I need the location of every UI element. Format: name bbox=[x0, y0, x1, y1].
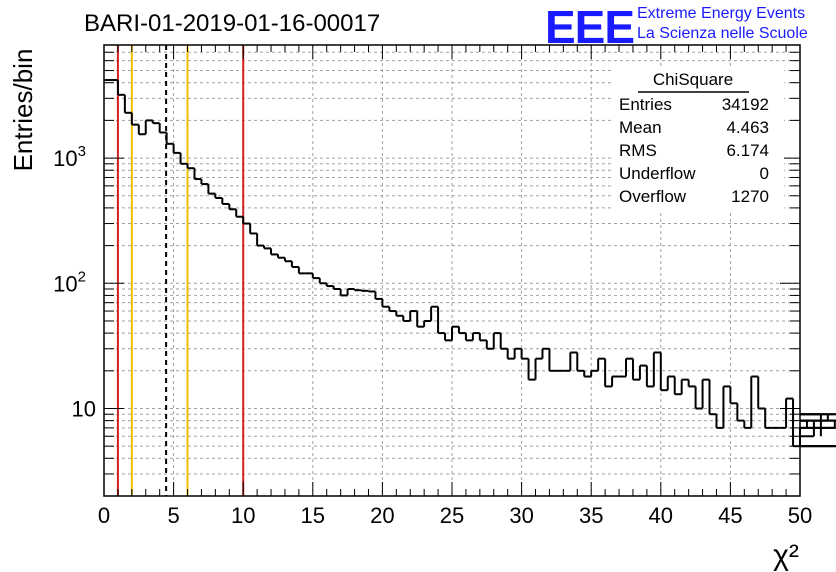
x-axis-label: χ² bbox=[773, 539, 799, 572]
x-tick-label: 45 bbox=[718, 503, 742, 528]
stats-value: 0 bbox=[760, 164, 769, 183]
y-tick-label: 102 bbox=[53, 268, 86, 296]
axes bbox=[103, 44, 801, 497]
y-tick-label: 103 bbox=[53, 143, 86, 171]
x-tick-label: 30 bbox=[509, 503, 533, 528]
x-tick-label: 35 bbox=[579, 503, 603, 528]
stats-label: Underflow bbox=[619, 164, 696, 183]
x-tick-label: 15 bbox=[301, 503, 325, 528]
stats-label: Entries bbox=[619, 95, 672, 114]
stats-label: RMS bbox=[619, 141, 657, 160]
stats-value: 1270 bbox=[731, 187, 769, 206]
branding-line-2: La Scienza nelle Scuole bbox=[637, 25, 808, 42]
y-axis-label: Entries/bin bbox=[8, 49, 38, 172]
x-tick-label: 20 bbox=[370, 503, 394, 528]
stats-value: 34192 bbox=[722, 95, 769, 114]
x-tick-label: 40 bbox=[649, 503, 673, 528]
stats-value: 6.174 bbox=[726, 141, 769, 160]
reference-lines bbox=[116, 45, 245, 496]
x-tick-label: 25 bbox=[440, 503, 464, 528]
stats-label: Mean bbox=[619, 118, 662, 137]
stats-value: 4.463 bbox=[726, 118, 769, 137]
stats-box: ChiSquare Entries 34192 Mean 4.463 RMS 6.174 U… bbox=[612, 68, 784, 210]
stats-label: Overflow bbox=[619, 187, 687, 206]
x-tick-label: 0 bbox=[98, 503, 110, 528]
x-tick-label: 50 bbox=[788, 503, 812, 528]
tick-labels: 0 5 10 15 20 25 30 35 40 45 50 10 102 103 bbox=[53, 143, 812, 528]
x-tick-label: 5 bbox=[167, 503, 179, 528]
histogram bbox=[104, 79, 836, 448]
chart-title: BARI-01-2019-01-16-00017 bbox=[84, 10, 381, 37]
y-tick-label: 10 bbox=[72, 396, 96, 421]
stats-title: ChiSquare bbox=[653, 70, 733, 89]
x-tick-label: 10 bbox=[231, 503, 255, 528]
branding-line-1: Extreme Energy Events bbox=[637, 5, 806, 22]
